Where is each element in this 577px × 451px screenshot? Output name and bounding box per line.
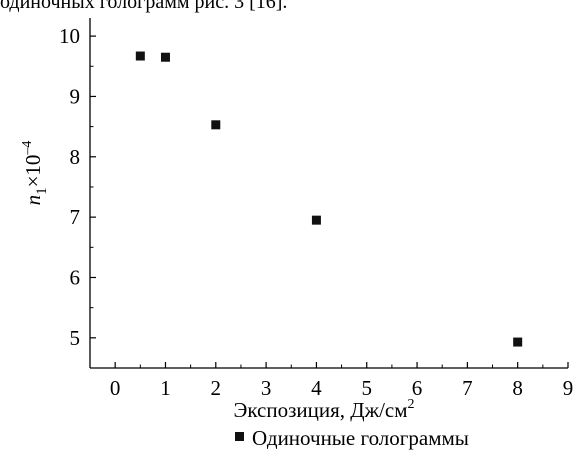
y-tick-label: 8 xyxy=(70,145,81,169)
x-tick-label: 5 xyxy=(361,376,372,400)
x-tick-label: 1 xyxy=(160,376,171,400)
x-tick-label: 0 xyxy=(110,376,121,400)
y-tick-label: 7 xyxy=(70,205,81,229)
x-tick-label: 9 xyxy=(563,376,574,400)
tick-labels: 5 6 7 8 9 10 0 1 2 3 4 5 6 7 8 9 xyxy=(59,24,573,400)
x-axis-title: Экспозиция, Дж/см2 xyxy=(233,397,414,422)
x-tick-label: 2 xyxy=(211,376,222,400)
y-tick-label: 6 xyxy=(70,265,81,289)
caption-fragment: одиночных голограмм рис. 3 [16]. xyxy=(0,0,288,13)
legend-marker xyxy=(235,432,244,441)
y-tick-label: 9 xyxy=(70,84,81,108)
x-tick-label: 3 xyxy=(261,376,272,400)
x-tick-label: 7 xyxy=(462,376,473,400)
data-point xyxy=(513,337,523,347)
data-point xyxy=(311,215,321,225)
y-tick-label: 10 xyxy=(59,24,80,48)
data-point xyxy=(160,52,170,62)
data-points xyxy=(135,51,523,347)
legend-label: Одиночные голограммы xyxy=(252,426,469,450)
x-tick-label: 4 xyxy=(311,376,322,400)
legend: Одиночные голограммы xyxy=(235,426,469,450)
y-axis-title: n1×10–4 xyxy=(20,141,50,206)
data-point xyxy=(135,51,145,61)
data-point xyxy=(211,120,221,130)
y-tick-label: 5 xyxy=(70,326,81,350)
x-tick-label: 6 xyxy=(412,376,423,400)
x-tick-label: 8 xyxy=(512,376,523,400)
axes xyxy=(89,18,568,369)
tick-marks xyxy=(89,35,569,368)
